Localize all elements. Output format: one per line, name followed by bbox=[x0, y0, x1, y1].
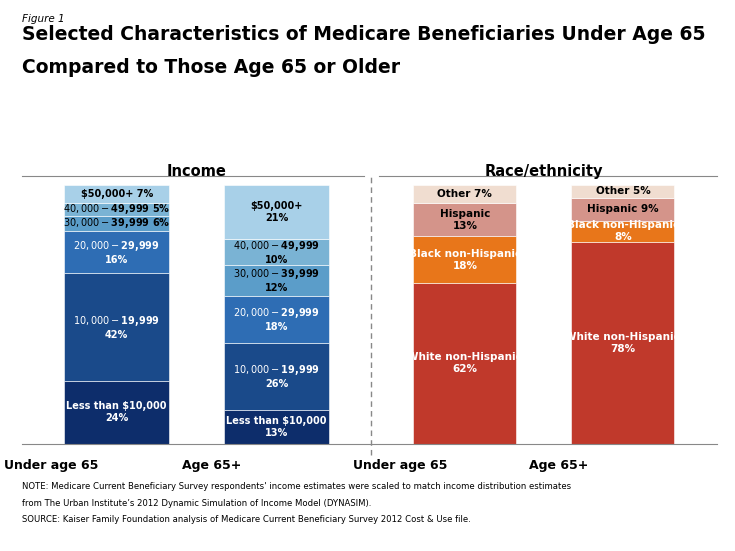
Text: Hispanic
13%: Hispanic 13% bbox=[440, 208, 490, 230]
Bar bbox=[65, 273, 169, 381]
Bar bbox=[224, 265, 329, 296]
Text: FOUNDATION: FOUNDATION bbox=[644, 532, 698, 538]
Bar bbox=[65, 381, 169, 444]
Text: $20,000-$29,999
16%: $20,000-$29,999 16% bbox=[74, 239, 160, 265]
Text: FAMILY: FAMILY bbox=[648, 515, 694, 528]
Text: $20,000-$29,999
18%: $20,000-$29,999 18% bbox=[233, 306, 320, 332]
Text: Race/ethnicity: Race/ethnicity bbox=[484, 164, 603, 179]
Text: KAISER: KAISER bbox=[647, 503, 695, 516]
Bar bbox=[224, 239, 329, 265]
Text: Less than $10,000
13%: Less than $10,000 13% bbox=[226, 415, 327, 437]
Text: $50,000+
21%: $50,000+ 21% bbox=[251, 201, 303, 223]
Bar bbox=[65, 215, 169, 231]
Bar bbox=[65, 203, 169, 215]
Text: Compared to Those Age 65 or Older: Compared to Those Age 65 or Older bbox=[22, 58, 400, 77]
Text: Under age 65: Under age 65 bbox=[354, 459, 448, 472]
Text: $40,000-$49,999 5%: $40,000-$49,999 5% bbox=[63, 202, 171, 216]
Bar bbox=[65, 185, 169, 203]
Text: THE HENRY J.: THE HENRY J. bbox=[651, 493, 690, 498]
Bar bbox=[65, 231, 169, 273]
Text: White non-Hispanic
78%: White non-Hispanic 78% bbox=[565, 332, 681, 354]
Bar bbox=[413, 203, 516, 236]
Text: Black non-Hispanic
8%: Black non-Hispanic 8% bbox=[567, 220, 679, 242]
Text: Other 7%: Other 7% bbox=[437, 188, 492, 199]
Text: NOTE: Medicare Current Beneficiary Survey respondents' income estimates were sca: NOTE: Medicare Current Beneficiary Surve… bbox=[22, 482, 571, 491]
Text: Other 5%: Other 5% bbox=[595, 186, 650, 196]
Text: Less than $10,000
24%: Less than $10,000 24% bbox=[66, 402, 167, 424]
Text: $10,000-$19,999
42%: $10,000-$19,999 42% bbox=[74, 314, 160, 340]
Text: Age 65+: Age 65+ bbox=[182, 459, 241, 472]
Bar bbox=[413, 236, 516, 283]
Text: Selected Characteristics of Medicare Beneficiaries Under Age 65: Selected Characteristics of Medicare Ben… bbox=[22, 25, 706, 44]
Text: Black non-Hispanic
18%: Black non-Hispanic 18% bbox=[409, 249, 521, 271]
Bar bbox=[224, 343, 329, 410]
Bar bbox=[572, 221, 674, 241]
Text: $10,000-$19,999
26%: $10,000-$19,999 26% bbox=[233, 363, 320, 389]
Bar bbox=[224, 185, 329, 239]
Text: Figure 1: Figure 1 bbox=[22, 14, 65, 24]
Text: from The Urban Institute’s 2012 Dynamic Simulation of Income Model (DYNASIM).: from The Urban Institute’s 2012 Dynamic … bbox=[22, 499, 371, 507]
Text: Age 65+: Age 65+ bbox=[529, 459, 588, 472]
Bar bbox=[572, 241, 674, 444]
Bar bbox=[224, 410, 329, 444]
Text: $40,000-$49,999
10%: $40,000-$49,999 10% bbox=[233, 239, 320, 265]
Text: SOURCE: Kaiser Family Foundation analysis of Medicare Current Beneficiary Survey: SOURCE: Kaiser Family Foundation analysi… bbox=[22, 515, 471, 524]
Text: White non-Hispanic
62%: White non-Hispanic 62% bbox=[407, 352, 523, 374]
Bar bbox=[572, 185, 674, 198]
Bar bbox=[413, 185, 516, 203]
Text: Under age 65: Under age 65 bbox=[4, 459, 98, 472]
Text: $30,000-$39,999
12%: $30,000-$39,999 12% bbox=[233, 267, 320, 293]
Text: Hispanic 9%: Hispanic 9% bbox=[587, 204, 659, 214]
Text: Income: Income bbox=[167, 164, 226, 179]
Bar bbox=[224, 296, 329, 343]
Bar bbox=[572, 198, 674, 221]
Text: $50,000+ 7%: $50,000+ 7% bbox=[81, 188, 153, 199]
Text: $30,000-$39,999 6%: $30,000-$39,999 6% bbox=[63, 217, 171, 230]
Bar bbox=[413, 283, 516, 444]
